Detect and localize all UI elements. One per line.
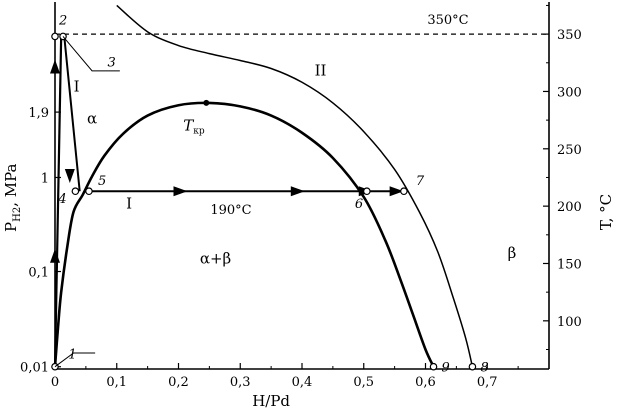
- left-tick-label: 0,01: [20, 361, 49, 376]
- leader-line-1: [54, 352, 96, 368]
- point-label-7: 7: [416, 174, 425, 189]
- right-tick-label: 150: [557, 257, 582, 272]
- right-axis-title: T, °C: [597, 194, 615, 230]
- right-tick-label: 200: [557, 200, 582, 215]
- leader-line-3: [62, 36, 120, 72]
- left-tick-label: 1,9: [28, 106, 49, 121]
- point-marker: [363, 187, 371, 196]
- point-label-2: 2: [58, 13, 67, 28]
- region-label: I: [126, 194, 132, 212]
- point-label-4: 4: [57, 192, 66, 207]
- region-label: I: [74, 77, 80, 95]
- point-label-6: 6: [355, 197, 363, 212]
- left-axis-title-sub: H2: [12, 207, 23, 222]
- critical-temperature-label: Tкр: [183, 116, 205, 136]
- point-marker: [51, 32, 59, 41]
- curve-beta-boundary: [116, 4, 474, 367]
- point-marker: [85, 187, 93, 196]
- curves-layer: [50, 4, 549, 371]
- x-tick-label: 0,1: [106, 375, 127, 390]
- arrow-down: [64, 169, 75, 184]
- arrow-right-0: [173, 186, 188, 197]
- x-tick-label: 0,4: [292, 375, 313, 390]
- left-axis-title: PH2, MPa: [2, 163, 23, 232]
- right-tick-label: 250: [557, 143, 582, 158]
- point-label-5: 5: [98, 174, 106, 189]
- labels-layer: 0 0,1 0,2 0,3 0,4 0,5 0,6 0,7100150200250300350…: [2, 13, 615, 410]
- right-tick-label: 300: [557, 85, 582, 100]
- x-tick-label: 0,6: [415, 375, 436, 390]
- x-tick-label: 0,2: [168, 375, 189, 390]
- point-marker: [468, 362, 477, 371]
- arrow-up-1: [50, 248, 60, 263]
- curve-alpha-dome: [53, 101, 435, 368]
- region-label: α+β: [200, 249, 231, 267]
- arrow-right-3: [389, 186, 404, 197]
- left-tick-label: 0,1: [28, 266, 49, 281]
- x-tick-label: 0,3: [230, 375, 251, 390]
- point-label-8: 8: [480, 361, 488, 376]
- isotherm-350-label: 350°C: [427, 13, 468, 28]
- point-label-3: 3: [108, 55, 116, 70]
- region-label: α: [87, 110, 97, 128]
- point-label-1: 1: [68, 348, 76, 363]
- left-tick-label: 1: [41, 171, 49, 186]
- point-marker: [71, 187, 80, 196]
- point-marker: [400, 187, 408, 196]
- region-label: β: [508, 244, 517, 262]
- x-tick-label: 0: [51, 375, 59, 390]
- arrow-up-2: [50, 59, 60, 74]
- x-tick-label: 0,7: [477, 375, 498, 390]
- path-I-vertical: [53, 36, 63, 367]
- right-tick-label: 350: [557, 28, 582, 43]
- arrow-right-1: [290, 186, 305, 197]
- x-tick-label: 0,5: [353, 375, 374, 390]
- region-label: II: [315, 61, 327, 79]
- left-axis-title-unit: , MPa: [2, 163, 20, 206]
- isotherm-190-label: 190°C: [210, 203, 251, 218]
- x-axis-title: H/Pd: [252, 392, 290, 410]
- point-marker: [429, 362, 438, 371]
- path-I-descent: [63, 36, 81, 192]
- critical-point-marker: [203, 99, 210, 106]
- right-tick-label: 100: [557, 315, 582, 330]
- axes-layer: [54, 2, 550, 370]
- point-label-9: 9: [442, 361, 450, 376]
- critical-temperature-sub: кр: [193, 126, 205, 136]
